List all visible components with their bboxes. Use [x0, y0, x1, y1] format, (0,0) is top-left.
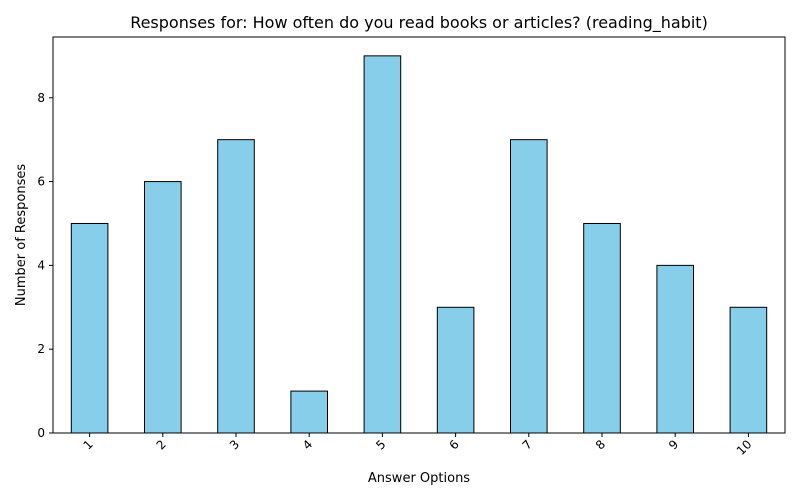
bar-1 — [70, 222, 109, 434]
bar-4 — [290, 390, 328, 434]
x-tick-label: 3 — [227, 437, 242, 452]
bar-10 — [729, 306, 768, 434]
y-tick-label: 6 — [37, 175, 45, 189]
bar-5 — [363, 55, 402, 434]
x-tick-label: 7 — [520, 437, 535, 452]
bar-9 — [656, 264, 695, 434]
x-tick-label: 1 — [80, 437, 95, 452]
x-tick-label: 8 — [593, 437, 608, 452]
bar-8 — [583, 222, 621, 434]
bar-6 — [436, 306, 475, 434]
chart-title: Responses for: How often do you read boo… — [130, 13, 708, 33]
x-axis-label: Answer Options — [368, 471, 470, 486]
x-tick-label: 4 — [300, 437, 315, 452]
y-tick-label: 2 — [37, 342, 45, 356]
x-tick-label: 2 — [154, 437, 169, 452]
y-tick-label: 0 — [37, 426, 45, 440]
bar-2 — [144, 181, 182, 434]
y-axis-label: Number of Responses — [14, 164, 29, 306]
x-tick-label: 5 — [373, 437, 388, 452]
x-tick-label: 9 — [666, 437, 681, 452]
plot-frame — [52, 36, 786, 434]
y-tick-label: 4 — [37, 258, 45, 272]
bar-3 — [217, 139, 255, 434]
x-axis: 1 2 3 4 5 6 7 8 9 10 — [80, 433, 755, 458]
bars-layer — [70, 55, 768, 434]
x-tick-label: 10 — [734, 437, 755, 458]
y-axis: 0 2 4 6 8 — [37, 91, 53, 440]
y-tick-label: 8 — [37, 91, 45, 105]
bar-7 — [510, 139, 548, 434]
x-tick-label: 6 — [446, 437, 461, 452]
